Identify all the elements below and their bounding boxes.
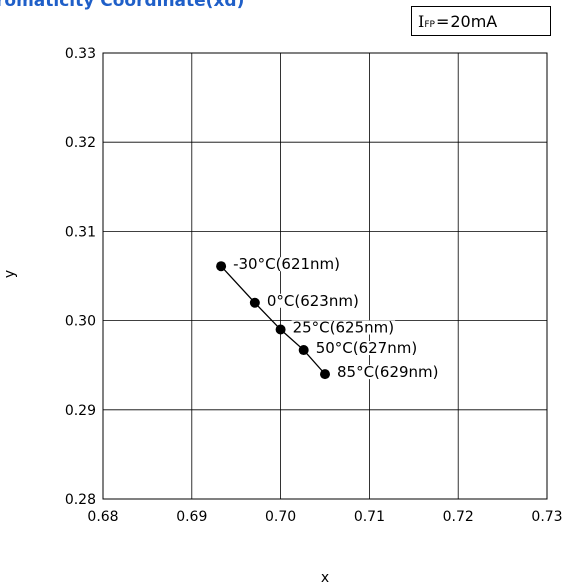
x-tick-label: 0.72 bbox=[443, 509, 474, 525]
data-label: -30°C(621nm) bbox=[233, 255, 340, 273]
x-tick-label: 0.69 bbox=[176, 509, 207, 525]
x-tick-label: 0.68 bbox=[87, 509, 118, 525]
current-symbol: I bbox=[418, 11, 425, 31]
x-tick-label: 0.73 bbox=[531, 509, 562, 525]
current-subscript: FP bbox=[424, 20, 435, 30]
test-condition-box: I FP = 20mA bbox=[411, 6, 551, 36]
y-tick-label: 0.28 bbox=[65, 492, 96, 508]
y-tick-label: 0.31 bbox=[65, 224, 96, 240]
data-point bbox=[275, 324, 286, 335]
y-axis-label: y bbox=[2, 270, 18, 278]
data-label-background bbox=[314, 341, 419, 356]
current-value: 20mA bbox=[450, 11, 498, 31]
data-point bbox=[249, 297, 260, 308]
data-series: -30°C(621nm) 0°C(623nm) 25°C(625nm) 50°C(62… bbox=[216, 255, 440, 381]
data-label: 85°C(629nm) bbox=[337, 363, 439, 381]
y-tick-label: 0.32 bbox=[65, 135, 96, 151]
chart-title: romaticity Coordinate(xd) bbox=[0, 0, 245, 11]
equals-sign: = bbox=[435, 11, 450, 31]
y-tick-label: 0.30 bbox=[65, 314, 96, 330]
data-label: 0°C(623nm) bbox=[267, 292, 359, 310]
x-axis-label: x bbox=[321, 570, 329, 586]
x-tick-label: 0.71 bbox=[354, 509, 385, 525]
plot-area bbox=[102, 52, 548, 500]
y-tick-label: 0.33 bbox=[65, 46, 96, 62]
data-label-background bbox=[265, 293, 360, 308]
data-point bbox=[320, 369, 330, 380]
x-tick-label: 0.70 bbox=[265, 509, 296, 525]
data-label: 25°C(625nm) bbox=[293, 319, 395, 337]
tick-labels: 0.68 0.69 0.70 0.71 0.72 0.73 0.28 0.29 0.30 0.31… bbox=[65, 46, 563, 525]
data-point bbox=[216, 261, 227, 272]
data-point bbox=[298, 345, 309, 356]
data-label-background bbox=[336, 365, 440, 380]
data-label-background bbox=[232, 257, 342, 272]
data-label: 50°C(627nm) bbox=[316, 339, 418, 357]
y-tick-label: 0.29 bbox=[65, 403, 96, 419]
data-label-background bbox=[291, 320, 396, 335]
